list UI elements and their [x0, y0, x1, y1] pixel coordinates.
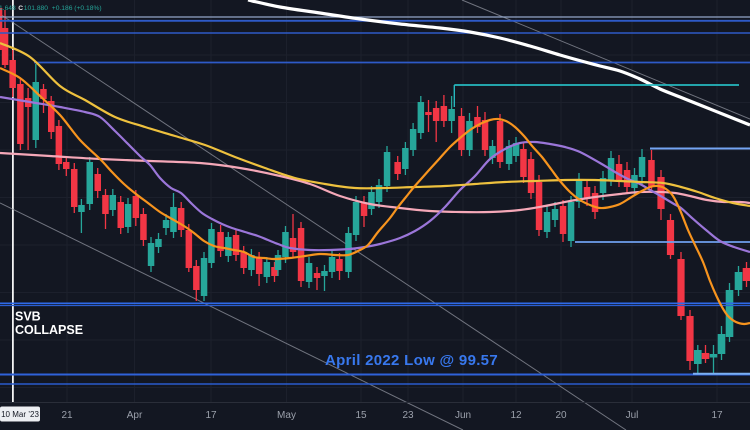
svg-text:COLLAPSE: COLLAPSE	[15, 323, 83, 337]
svg-text:12: 12	[510, 410, 522, 421]
svg-text:SVB: SVB	[15, 310, 41, 324]
svg-text:April 2022 Low @ 99.57: April 2022 Low @ 99.57	[325, 352, 498, 369]
svg-text:21: 21	[61, 410, 73, 421]
svg-text:Jun: Jun	[455, 410, 471, 421]
svg-text:15: 15	[355, 410, 367, 421]
svg-text:Apr: Apr	[127, 410, 143, 421]
svg-text:10 Mar ’23: 10 Mar ’23	[1, 410, 39, 419]
svg-text:101.880: 101.880	[24, 5, 48, 12]
svg-text:Jul: Jul	[626, 410, 639, 421]
svg-text:+0.186 (+0.18%): +0.186 (+0.18%)	[52, 5, 102, 12]
svg-text:20: 20	[555, 410, 567, 421]
svg-text:23: 23	[402, 410, 414, 421]
svg-text:C: C	[18, 5, 23, 12]
svg-text:17: 17	[711, 410, 723, 421]
svg-text:17: 17	[205, 410, 217, 421]
svg-text:1.648: 1.648	[0, 5, 16, 12]
svg-text:May: May	[277, 410, 296, 421]
